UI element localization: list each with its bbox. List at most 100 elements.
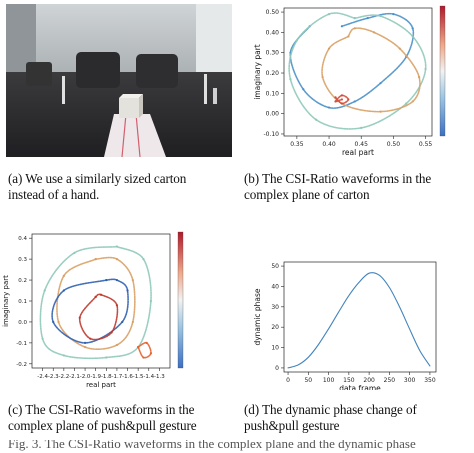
series-point xyxy=(142,258,145,261)
series-point xyxy=(327,47,331,50)
series-point xyxy=(62,274,65,277)
series-point xyxy=(43,289,46,292)
series-point xyxy=(398,47,401,50)
series-point xyxy=(405,102,408,105)
series-point xyxy=(83,345,87,349)
x-tick-label: 350 xyxy=(424,377,436,384)
y-tick-label: -0.1 xyxy=(16,341,27,347)
y-tick-label: 0.40 xyxy=(266,29,280,36)
series-point xyxy=(353,27,356,30)
y-tick-label: 0 xyxy=(275,365,279,372)
y-tick-label: 10 xyxy=(271,345,279,352)
x-tick-label: 300 xyxy=(404,377,416,384)
x-axis-label: real part xyxy=(342,148,374,157)
series-point xyxy=(41,337,44,340)
x-axis-label: data frame xyxy=(339,384,381,390)
series-point xyxy=(379,110,382,113)
y-tick-label: 50 xyxy=(271,263,279,270)
series-point xyxy=(379,82,382,85)
caption-a: (a) We use a similarly sized carton inst… xyxy=(8,171,186,203)
series-point xyxy=(62,354,65,357)
series-point xyxy=(126,289,129,292)
y-tick-label: -0.2 xyxy=(16,362,27,368)
series-point xyxy=(115,245,119,248)
series-point xyxy=(110,331,113,334)
series-point xyxy=(315,118,318,121)
plot-area xyxy=(283,7,433,137)
x-axis-label: real part xyxy=(86,381,116,389)
figure-caption-cutoff: Fig. 3. The CSI-Ratio waveforms in the c… xyxy=(0,440,474,453)
series-point xyxy=(372,31,376,34)
x-tick-label: -1.9 xyxy=(90,374,101,380)
series-point xyxy=(302,88,305,91)
y-tick-label: 0.2 xyxy=(18,278,27,284)
caption-d: (d) The dynamic phase change of push&pul… xyxy=(244,402,417,434)
x-tick-label: 50 xyxy=(304,377,312,384)
caption-b-line2: complex plane of carton xyxy=(244,187,370,202)
series-point xyxy=(73,251,76,254)
series-point xyxy=(334,100,337,103)
caption-b: (b) The CSI-Ratio waveforms in the compl… xyxy=(244,171,431,203)
chart-push-pull-complex-plane: -2.4 -2.3 -2.2 -2.1 -2.0 -1.9 -1.8 -1.7 -1.6 -1.5… xyxy=(2,231,184,389)
series-point xyxy=(145,341,148,344)
series-point xyxy=(334,96,337,99)
series-line xyxy=(287,272,431,369)
y-tick-label: 0.4 xyxy=(18,236,27,242)
x-tick-label: -2.1 xyxy=(69,374,80,380)
x-tick-label: 0.40 xyxy=(322,141,336,148)
series-point xyxy=(149,299,152,303)
series-point xyxy=(137,345,140,349)
x-tick-label: 100 xyxy=(323,377,335,384)
x-tick-label: -1.5 xyxy=(133,374,144,380)
caption-d-line1: (d) The dynamic phase change of xyxy=(244,402,417,417)
series-point xyxy=(89,337,92,340)
series-point xyxy=(353,17,356,20)
y-axis-label: dynamic phase xyxy=(253,288,262,345)
series-point xyxy=(411,27,414,30)
series-point xyxy=(321,75,324,79)
series-point xyxy=(327,106,331,109)
series-point xyxy=(360,126,363,129)
series-point xyxy=(353,100,356,103)
y-tick-label: 0.10 xyxy=(266,90,280,97)
series-point xyxy=(379,15,382,18)
series-point xyxy=(340,94,344,97)
x-tick-label: -1.6 xyxy=(122,374,133,380)
x-tick-label: 0.35 xyxy=(290,141,304,148)
series-point xyxy=(327,12,331,16)
series-line xyxy=(39,245,152,360)
x-tick-label: -2.4 xyxy=(37,374,48,380)
caption-c-line2: complex plane of push&pull gesture xyxy=(8,418,197,433)
y-tick-label: 0.20 xyxy=(266,70,280,77)
x-tick-label: -2.0 xyxy=(80,374,91,380)
x-tick-label: -2.2 xyxy=(58,374,69,380)
chart-carton-complex-plane: 0.35 0.40 0.45 0.50 0.55 -0.10 0.00 0.10 0.20 0.3… xyxy=(253,5,446,157)
series-point xyxy=(340,25,344,28)
series-point xyxy=(424,67,427,71)
series-point xyxy=(115,343,119,347)
y-tick-label: 0.30 xyxy=(266,50,280,57)
series-point xyxy=(115,258,119,261)
series-point xyxy=(366,17,369,20)
series-point xyxy=(83,341,87,344)
y-tick-label: 30 xyxy=(271,304,279,311)
series-point xyxy=(418,75,421,79)
x-tick-label: -1.7 xyxy=(112,374,123,380)
series-point xyxy=(99,293,103,296)
x-tick-label: -1.3 xyxy=(154,374,165,380)
x-tick-label: 150 xyxy=(343,377,355,384)
y-tick-label: 0.0 xyxy=(18,320,27,326)
series-point xyxy=(94,258,97,261)
series-point xyxy=(347,35,350,38)
series-point xyxy=(62,289,65,292)
chart-dynamic-phase: 0 50 100 150 200 250 300 350 0 10 20 30 40 50 data fra… xyxy=(253,261,437,390)
caption-c: (c) The CSI-Ratio waveforms in the compl… xyxy=(8,402,197,434)
y-tick-label: 0.50 xyxy=(266,9,280,16)
series-point xyxy=(52,320,55,324)
x-tick-label: 0.55 xyxy=(419,141,433,148)
caption-b-line1: (b) The CSI-Ratio waveforms in the xyxy=(244,171,432,186)
series-point xyxy=(411,35,414,38)
y-tick-label: 20 xyxy=(271,324,279,331)
y-tick-label: 0.00 xyxy=(266,111,280,118)
series-point xyxy=(149,352,152,355)
